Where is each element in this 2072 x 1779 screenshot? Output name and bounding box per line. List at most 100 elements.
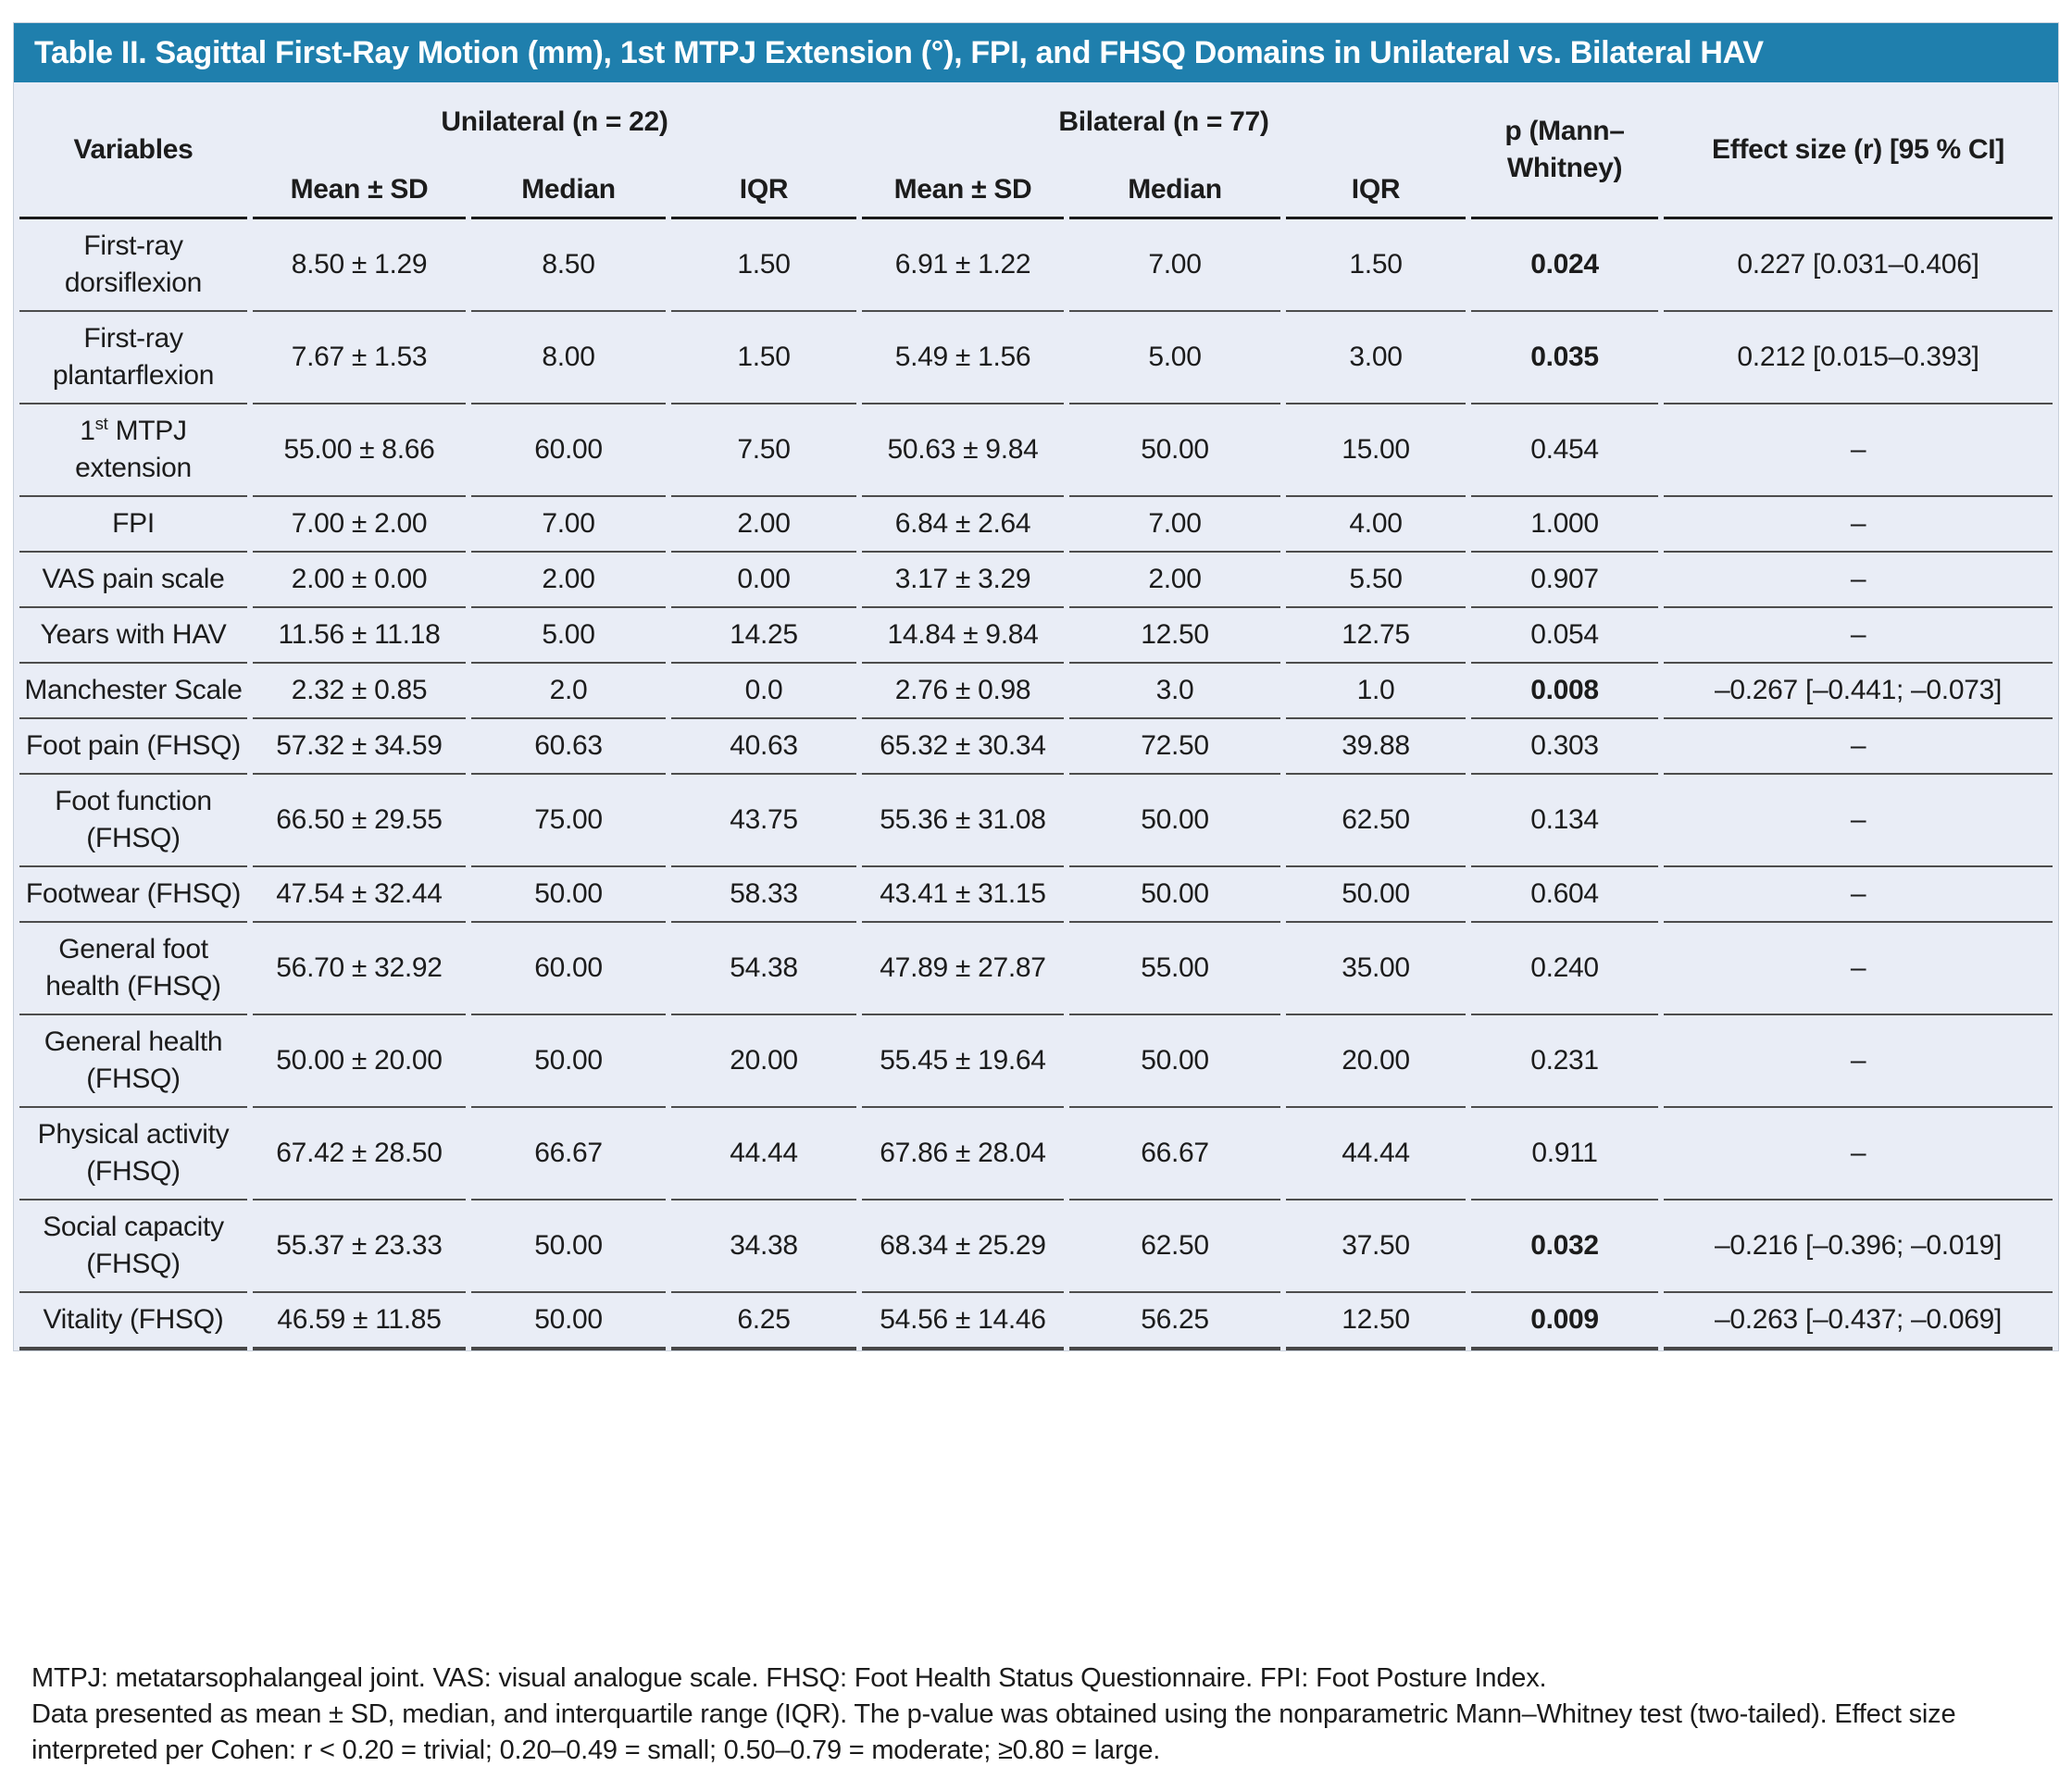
cell-value: 20.00 [671,1015,856,1108]
cell-value: 8.50 ± 1.29 [253,219,466,312]
table-card: Table II. Sagittal First-Ray Motion (mm)… [13,22,2059,1351]
cell-variable: Foot pain (FHSQ) [19,719,247,775]
cell-value: 66.67 [1069,1108,1280,1201]
cell-value: 4.00 [1286,497,1467,553]
cell-value: 5.50 [1286,553,1467,608]
table-row: Years with HAV 11.56 ± 11.18 5.00 14.25 14.8… [19,608,2053,664]
cell-p-value: 0.454 [1471,404,1659,497]
cell-value: 44.44 [1286,1108,1467,1201]
cell-p-value: 0.008 [1471,664,1659,719]
cell-value: 68.34 ± 25.29 [862,1201,1064,1293]
cell-p-value: 1.000 [1471,497,1659,553]
cell-p-value: 0.024 [1471,219,1659,312]
cell-effect-size: – [1664,1015,2053,1108]
cell-value: 7.50 [671,404,856,497]
header-bil-mean-sd: Mean ± SD [862,162,1064,219]
cell-p-value: 0.240 [1471,923,1659,1015]
cell-effect-size: – [1664,497,2053,553]
cell-value: 67.42 ± 28.50 [253,1108,466,1201]
header-p-mann-whitney: p (Mann–Whitney) [1471,82,1659,219]
cell-value: 43.75 [671,775,856,867]
table-header: Variables Unilateral (n = 22) Bilateral … [19,82,2053,219]
cell-value: 66.67 [471,1108,666,1201]
cell-value: 0.00 [671,553,856,608]
cell-value: 47.54 ± 32.44 [253,867,466,923]
table-body: First-ray dorsiflexion 8.50 ± 1.29 8.50 1.5… [19,219,2053,1350]
cell-p-value: 0.035 [1471,312,1659,404]
cell-effect-size: 0.227 [0.031–0.406] [1664,219,2053,312]
cell-value: 75.00 [471,775,666,867]
cell-value: 35.00 [1286,923,1467,1015]
cell-variable: Manchester Scale [19,664,247,719]
cell-value: 12.50 [1069,608,1280,664]
cell-value: 37.50 [1286,1201,1467,1293]
cell-value: 8.50 [471,219,666,312]
cell-value: 67.86 ± 28.04 [862,1108,1064,1201]
table-row: VAS pain scale 2.00 ± 0.00 2.00 0.00 3.17 ± … [19,553,2053,608]
cell-value: 1.50 [671,312,856,404]
cell-value: 50.00 [471,1201,666,1293]
cell-value: 7.00 [471,497,666,553]
cell-variable: Footwear (FHSQ) [19,867,247,923]
cell-variable: FPI [19,497,247,553]
cell-effect-size: –0.267 [–0.441; –0.073] [1664,664,2053,719]
table-row: Foot function (FHSQ) 66.50 ± 29.55 75.00 43… [19,775,2053,867]
table-row: Footwear (FHSQ) 47.54 ± 32.44 50.00 58.33 43… [19,867,2053,923]
cell-value: 60.00 [471,404,666,497]
footnotes: MTPJ: metatarsophalangeal joint. VAS: vi… [31,1661,2039,1769]
cell-value: 39.88 [1286,719,1467,775]
cell-variable: Foot function (FHSQ) [19,775,247,867]
cell-value: 50.00 [1069,867,1280,923]
cell-value: 2.00 [471,553,666,608]
footnote-line: MTPJ: metatarsophalangeal joint. VAS: vi… [31,1663,1547,1693]
table-row: 1st MTPJ extension 55.00 ± 8.66 60.00 7.50 5… [19,404,2053,497]
cell-value: 2.0 [471,664,666,719]
cell-p-value: 0.032 [1471,1201,1659,1293]
table-title-bar: Table II. Sagittal First-Ray Motion (mm)… [14,23,2058,82]
cell-p-value: 0.911 [1471,1108,1659,1201]
header-bil-iqr: IQR [1286,162,1467,219]
cell-effect-size: – [1664,719,2053,775]
header-bil-median: Median [1069,162,1280,219]
table-row: Manchester Scale 2.32 ± 0.85 2.0 0.0 2.76 ± … [19,664,2053,719]
cell-effect-size: – [1664,867,2053,923]
cell-value: 44.44 [671,1108,856,1201]
cell-variable: General health (FHSQ) [19,1015,247,1108]
cell-value: 2.76 ± 0.98 [862,664,1064,719]
cell-value: 1.0 [1286,664,1467,719]
cell-value: 60.63 [471,719,666,775]
cell-value: 8.00 [471,312,666,404]
table-row: Vitality (FHSQ) 46.59 ± 11.85 50.00 6.25 54.… [19,1293,2053,1350]
cell-value: 3.0 [1069,664,1280,719]
cell-value: 14.25 [671,608,856,664]
cell-value: 50.00 [471,1293,666,1350]
cell-value: 15.00 [1286,404,1467,497]
cell-p-value: 0.907 [1471,553,1659,608]
cell-p-value: 0.134 [1471,775,1659,867]
cell-value: 6.84 ± 2.64 [862,497,1064,553]
cell-p-value: 0.054 [1471,608,1659,664]
cell-value: 40.63 [671,719,856,775]
cell-value: 5.49 ± 1.56 [862,312,1064,404]
table-row: Social capacity (FHSQ) 55.37 ± 23.33 50.00… [19,1201,2053,1293]
table-row: General foot health (FHSQ) 56.70 ± 32.92 6… [19,923,2053,1015]
cell-value: 50.00 [471,1015,666,1108]
cell-value: 50.00 [1069,404,1280,497]
cell-value: 12.50 [1286,1293,1467,1350]
cell-value: 1.50 [671,219,856,312]
cell-value: 43.41 ± 31.15 [862,867,1064,923]
cell-effect-size: 0.212 [0.015–0.393] [1664,312,2053,404]
cell-value: 50.00 [471,867,666,923]
cell-value: 66.50 ± 29.55 [253,775,466,867]
table-row: First-ray plantarflexion 7.67 ± 1.53 8.00 1… [19,312,2053,404]
footnote-line: Data presented as mean ± SD, median, and… [31,1699,1956,1765]
header-uni-median: Median [471,162,666,219]
cell-value: 50.00 [1286,867,1467,923]
cell-value: 2.00 [1069,553,1280,608]
cell-value: 6.25 [671,1293,856,1350]
cell-value: 54.38 [671,923,856,1015]
cell-value: 3.17 ± 3.29 [862,553,1064,608]
cell-value: 58.33 [671,867,856,923]
cell-value: 65.32 ± 30.34 [862,719,1064,775]
cell-value: 11.56 ± 11.18 [253,608,466,664]
